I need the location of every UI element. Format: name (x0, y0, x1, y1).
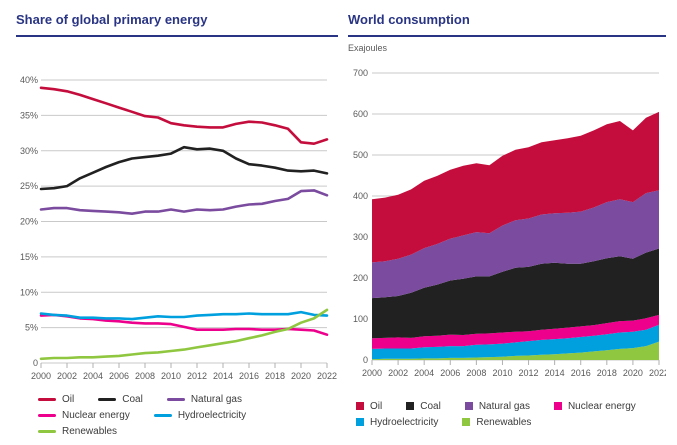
legend-item-natural-gas: Natural gas (166, 393, 242, 406)
legend-label-nuclear-energy: Nuclear energy (567, 400, 636, 412)
x-axis-tick-label: 2002 (57, 371, 77, 381)
x-axis-tick-label: 2014 (213, 371, 233, 381)
legend-item-oil: Oil (38, 393, 74, 406)
share-chart-panel: Share of global primary energy 40% 35% 30%… (16, 8, 338, 438)
area-natural-gas (372, 189, 659, 298)
area-hydroelectricity (372, 324, 659, 359)
legend-label-coal: Coal (122, 393, 143, 405)
consumption-area-chart: 700 600 500 400 300 200 100 0 2000 2002 2004 2006 20… (353, 68, 666, 378)
y-axis-tick-label: 700 (353, 68, 368, 78)
y-axis-tick-label: 0 (363, 355, 368, 365)
legend-item-renewables: Renewables (38, 425, 117, 438)
y-axis-tick-label: 400 (353, 191, 368, 201)
legend-label-natural-gas: Natural gas (190, 393, 242, 405)
y-axis-tick-label: 35% (20, 110, 38, 120)
consumption-chart-title: World consumption (348, 8, 666, 37)
legend-item-coal: Coal (406, 400, 441, 413)
legend-swatch-renewables (462, 418, 471, 427)
y-axis-tick-label: 0 (33, 358, 38, 368)
x-axis-tick-label: 2014 (545, 368, 565, 378)
x-axis-tick-label: 2012 (187, 371, 207, 381)
x-axis-tick-label: 2010 (492, 368, 512, 378)
x-axis-tick-label: 2008 (466, 368, 486, 378)
y-axis-tick-label: 100 (353, 314, 368, 324)
series-line-natural-gas (39, 188, 329, 215)
x-axis-tick-label: 2020 (291, 371, 311, 381)
share-chart-title: Share of global primary energy (16, 8, 338, 37)
area-coal (372, 248, 659, 338)
legend-item-nuclear-energy: Nuclear energy (553, 400, 636, 413)
share-chart-legend: Oil Coal Natural gas Nuclear energy Hydroele… (38, 393, 338, 438)
x-axis-tick-label: 2004 (83, 371, 103, 381)
series-line-oil (39, 86, 329, 145)
y-axis-tick-label: 40% (20, 75, 38, 85)
area-renewables (372, 341, 659, 360)
share-line-chart: 40% 35% 30% 25% 20% 15% 10% 5% 0 2000 2002 2004 2006… (20, 75, 337, 381)
legend-item-hydroelectricity: Hydroelectricity (153, 409, 247, 422)
area-nuclear-energy (372, 314, 659, 349)
consumption-chart-panel: World consumption Exajoules 700 600 500 400… (348, 8, 666, 429)
legend-item-natural-gas: Natural gas (464, 400, 530, 413)
y-axis-tick-label: 10% (20, 287, 38, 297)
x-axis-tick-label: 2012 (519, 368, 539, 378)
x-axis-tick-label: 2016 (239, 371, 259, 381)
x-axis-tick-label: 2008 (135, 371, 155, 381)
x-axis-tick-label: 2018 (265, 371, 285, 381)
y-axis-tick-label: 500 (353, 150, 368, 160)
y-axis-tick-label: 5% (25, 322, 38, 332)
legend-swatch-oil (38, 397, 56, 401)
legend-item-hydroelectricity: Hydroelectricity (356, 416, 438, 429)
consumption-chart-legend: Oil Coal Natural gas Nuclear energy Hydroele… (356, 400, 666, 429)
y-axis-unit-label: Exajoules (348, 42, 388, 53)
legend-label-hydroelectricity: Hydroelectricity (177, 409, 247, 421)
legend-label-oil: Oil (62, 393, 75, 405)
x-axis-tick-label: 2000 (362, 368, 382, 378)
legend-label-natural-gas: Natural gas (478, 400, 530, 412)
legend-label-oil: Oil (370, 400, 383, 412)
legend-item-oil: Oil (356, 400, 382, 413)
series-line-renewables (39, 308, 329, 360)
legend-label-coal: Coal (420, 400, 441, 412)
x-axis-tick-label: 2010 (161, 371, 181, 381)
x-axis-tick-label: 2018 (597, 368, 617, 378)
legend-swatch-coal (98, 397, 117, 401)
legend-swatch-natural-gas (166, 397, 185, 401)
series-line-hydroelectricity (39, 310, 329, 320)
legend-swatch-hydroelectricity (356, 418, 364, 427)
y-axis-tick-label: 300 (353, 232, 368, 242)
legend-swatch-nuclear-energy (553, 402, 562, 411)
x-axis-tick-label: 2006 (109, 371, 129, 381)
series-line-coal (39, 145, 329, 190)
area-oil (372, 111, 659, 262)
legend-label-hydroelectricity: Hydroelectricity (370, 416, 439, 428)
legend-swatch-renewables (38, 429, 56, 433)
legend-swatch-oil (356, 402, 364, 411)
y-axis-tick-label: 200 (353, 273, 368, 283)
legend-swatch-nuclear-energy (38, 413, 56, 417)
x-axis-tick-label: 2020 (623, 368, 643, 378)
x-axis-tick-label: 2006 (440, 368, 460, 378)
x-axis-tick-label: 2004 (414, 368, 434, 378)
legend-label-nuclear-energy: Nuclear energy (62, 409, 130, 421)
legend-item-coal: Coal (98, 393, 143, 406)
legend-item-renewables: Renewables (462, 416, 531, 429)
x-axis-tick-label: 2000 (31, 371, 51, 381)
y-axis-tick-label: 30% (20, 145, 38, 155)
legend-label-renewables: Renewables (62, 425, 118, 437)
legend-label-renewables: Renewables (476, 416, 532, 428)
legend-item-nuclear-energy: Nuclear energy (38, 409, 130, 422)
x-axis-tick-label: 2022 (649, 368, 666, 378)
legend-swatch-coal (406, 402, 415, 411)
x-axis-tick-label: 2022 (317, 371, 337, 381)
legend-swatch-natural-gas (464, 402, 473, 411)
x-axis-tick-label: 2002 (388, 368, 408, 378)
y-axis-tick-label: 25% (20, 181, 38, 191)
legend-swatch-hydroelectricity (153, 413, 172, 417)
y-axis-tick-label: 20% (20, 216, 38, 226)
y-axis-tick-label: 15% (20, 251, 38, 261)
y-axis-tick-label: 600 (353, 109, 368, 119)
x-axis-tick-label: 2016 (571, 368, 591, 378)
